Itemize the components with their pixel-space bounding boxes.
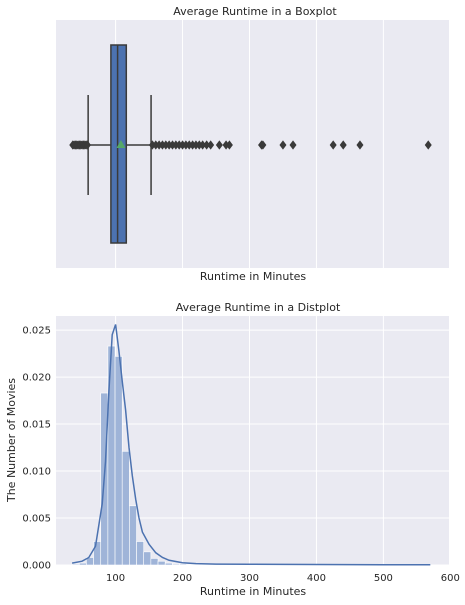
histogram-bar [136,541,145,566]
y-tick-label: 0.025 [22,326,51,337]
outlier-point [207,140,215,150]
histogram-bar [93,541,102,566]
histogram-bar [78,562,87,566]
histogram-bar [143,551,152,566]
histogram-bar [179,563,187,566]
outlier-point [356,140,364,150]
histogram-bar [164,562,173,566]
x-tick-label: 500 [374,573,393,584]
x-tick-label: 100 [106,573,125,584]
outlier-point [215,140,223,150]
kde-line [71,324,431,566]
y-tick-label: 0.000 [22,561,51,572]
kde-curve [71,324,431,566]
histogram-bar [114,356,123,566]
iqr-box [110,44,128,244]
x-tick-label: 600 [441,573,460,584]
y-tick-label: 0.020 [22,373,51,384]
distplot-x-ticks: 100 200 300 400 500 600 [106,573,460,584]
boxplot-marks [69,44,432,244]
histogram-bar [172,563,180,566]
x-tick-label: 200 [173,573,192,584]
outlier-point [289,140,297,150]
boxplot-x-axis-label: Runtime in Minutes [200,270,307,283]
x-tick-label: 300 [240,573,259,584]
outlier-point [424,140,432,150]
distplot-title: Average Runtime in a Distplot [176,301,341,314]
outlier-point [339,140,347,150]
histogram-bar [71,563,80,566]
distplot-x-axis-label: Runtime in Minutes [200,585,307,598]
outlier-point [83,140,91,150]
outlier-point [259,140,267,150]
outlier-point [279,140,287,150]
histogram-bar [121,451,130,566]
y-tick-label: 0.005 [22,514,51,525]
mean-marker [116,140,126,148]
distplot-y-axis-label: The Number of Movies [5,378,18,503]
boxplot-title: Average Runtime in a Boxplot [173,5,337,18]
y-tick-label: 0.010 [22,467,51,478]
outlier-point [329,140,337,150]
histogram-bar [150,558,159,566]
histogram-bar [129,505,137,566]
distplot-y-ticks: 0.000 0.005 0.010 0.015 0.020 0.025 [22,326,51,572]
histogram-bar [157,560,166,566]
y-tick-label: 0.015 [22,420,51,431]
outlier-point [225,140,233,150]
x-tick-label: 400 [307,573,326,584]
